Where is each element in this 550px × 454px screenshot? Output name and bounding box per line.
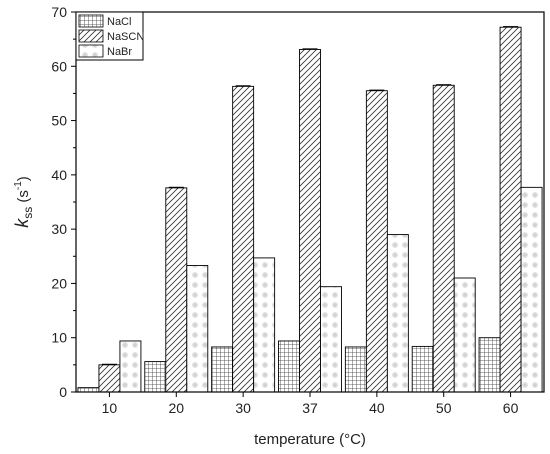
x-tick-label-40: 40 — [369, 400, 385, 416]
x-tick-label-20: 20 — [168, 400, 184, 416]
bar-nabr-50 — [453, 277, 476, 393]
x-tick-label-37: 37 — [302, 400, 318, 416]
y-tick-label-30: 30 — [51, 221, 67, 237]
bar-nabr-40 — [386, 234, 409, 393]
bar-nacl-10 — [77, 387, 100, 393]
y-tick-label-60: 60 — [51, 58, 67, 74]
y-tick-label-0: 0 — [59, 384, 67, 400]
legend-swatch-nascn — [78, 29, 104, 43]
bar-nascn-20 — [165, 187, 188, 393]
x-tick-label-60: 60 — [503, 400, 519, 416]
y-axis: 0 10 20 30 40 50 60 70 — [51, 4, 76, 400]
x-tick-label-10: 10 — [102, 400, 118, 416]
bar-nacl-40 — [344, 346, 367, 393]
x-axis: 10 20 30 37 40 50 60 — [102, 392, 519, 416]
x-axis-title: temperature (°C) — [254, 431, 366, 448]
legend-label-nacl: NaCl — [107, 16, 131, 28]
plot-frame — [75, 11, 545, 393]
x-tick-label-30: 30 — [235, 400, 251, 416]
legend-label-nabr: NaBr — [107, 46, 132, 58]
y-axis-title-sup: -1 — [13, 181, 24, 190]
bar-nabr-37 — [320, 286, 342, 393]
y-tick-label-40: 40 — [51, 167, 67, 183]
y-tick-label-70: 70 — [51, 4, 67, 20]
y-axis-title: kss (s-1) — [12, 176, 35, 228]
bar-nacl-30 — [211, 346, 234, 393]
x-tick-label-50: 50 — [436, 400, 452, 416]
bar-nascn-37 — [299, 49, 321, 393]
bar-nacl-37 — [278, 340, 300, 393]
legend-label-nascn: NaSCN — [107, 31, 144, 43]
legend-swatch-nabr — [78, 44, 104, 58]
y-axis-title-unit-close: ) — [15, 176, 32, 181]
legend: NaCl NaSCN NaBr — [75, 11, 144, 61]
bar-nabr-60 — [520, 186, 543, 393]
bar-nacl-20 — [144, 361, 167, 393]
y-axis-title-sub: ss — [21, 207, 35, 219]
y-axis-title-base: k — [12, 218, 32, 228]
legend-swatch-nacl — [78, 14, 104, 28]
bar-nabr-20 — [186, 265, 209, 393]
y-tick-label-20: 20 — [51, 275, 67, 291]
bar-nascn-30 — [232, 85, 255, 393]
bar-nacl-60 — [478, 337, 501, 393]
y-tick-label-10: 10 — [51, 330, 67, 346]
bar-nascn-50 — [432, 84, 455, 393]
bar-nabr-30 — [253, 257, 276, 393]
bar-nacl-50 — [411, 345, 434, 393]
bar-nascn-60 — [499, 26, 522, 393]
bar-nascn-10 — [98, 364, 121, 393]
bars-layer — [77, 26, 543, 393]
bar-nascn-40 — [365, 90, 388, 393]
y-tick-label-50: 50 — [51, 113, 67, 129]
y-axis-title-unit-open: (s — [15, 190, 32, 207]
bar-nabr-10 — [119, 340, 142, 393]
